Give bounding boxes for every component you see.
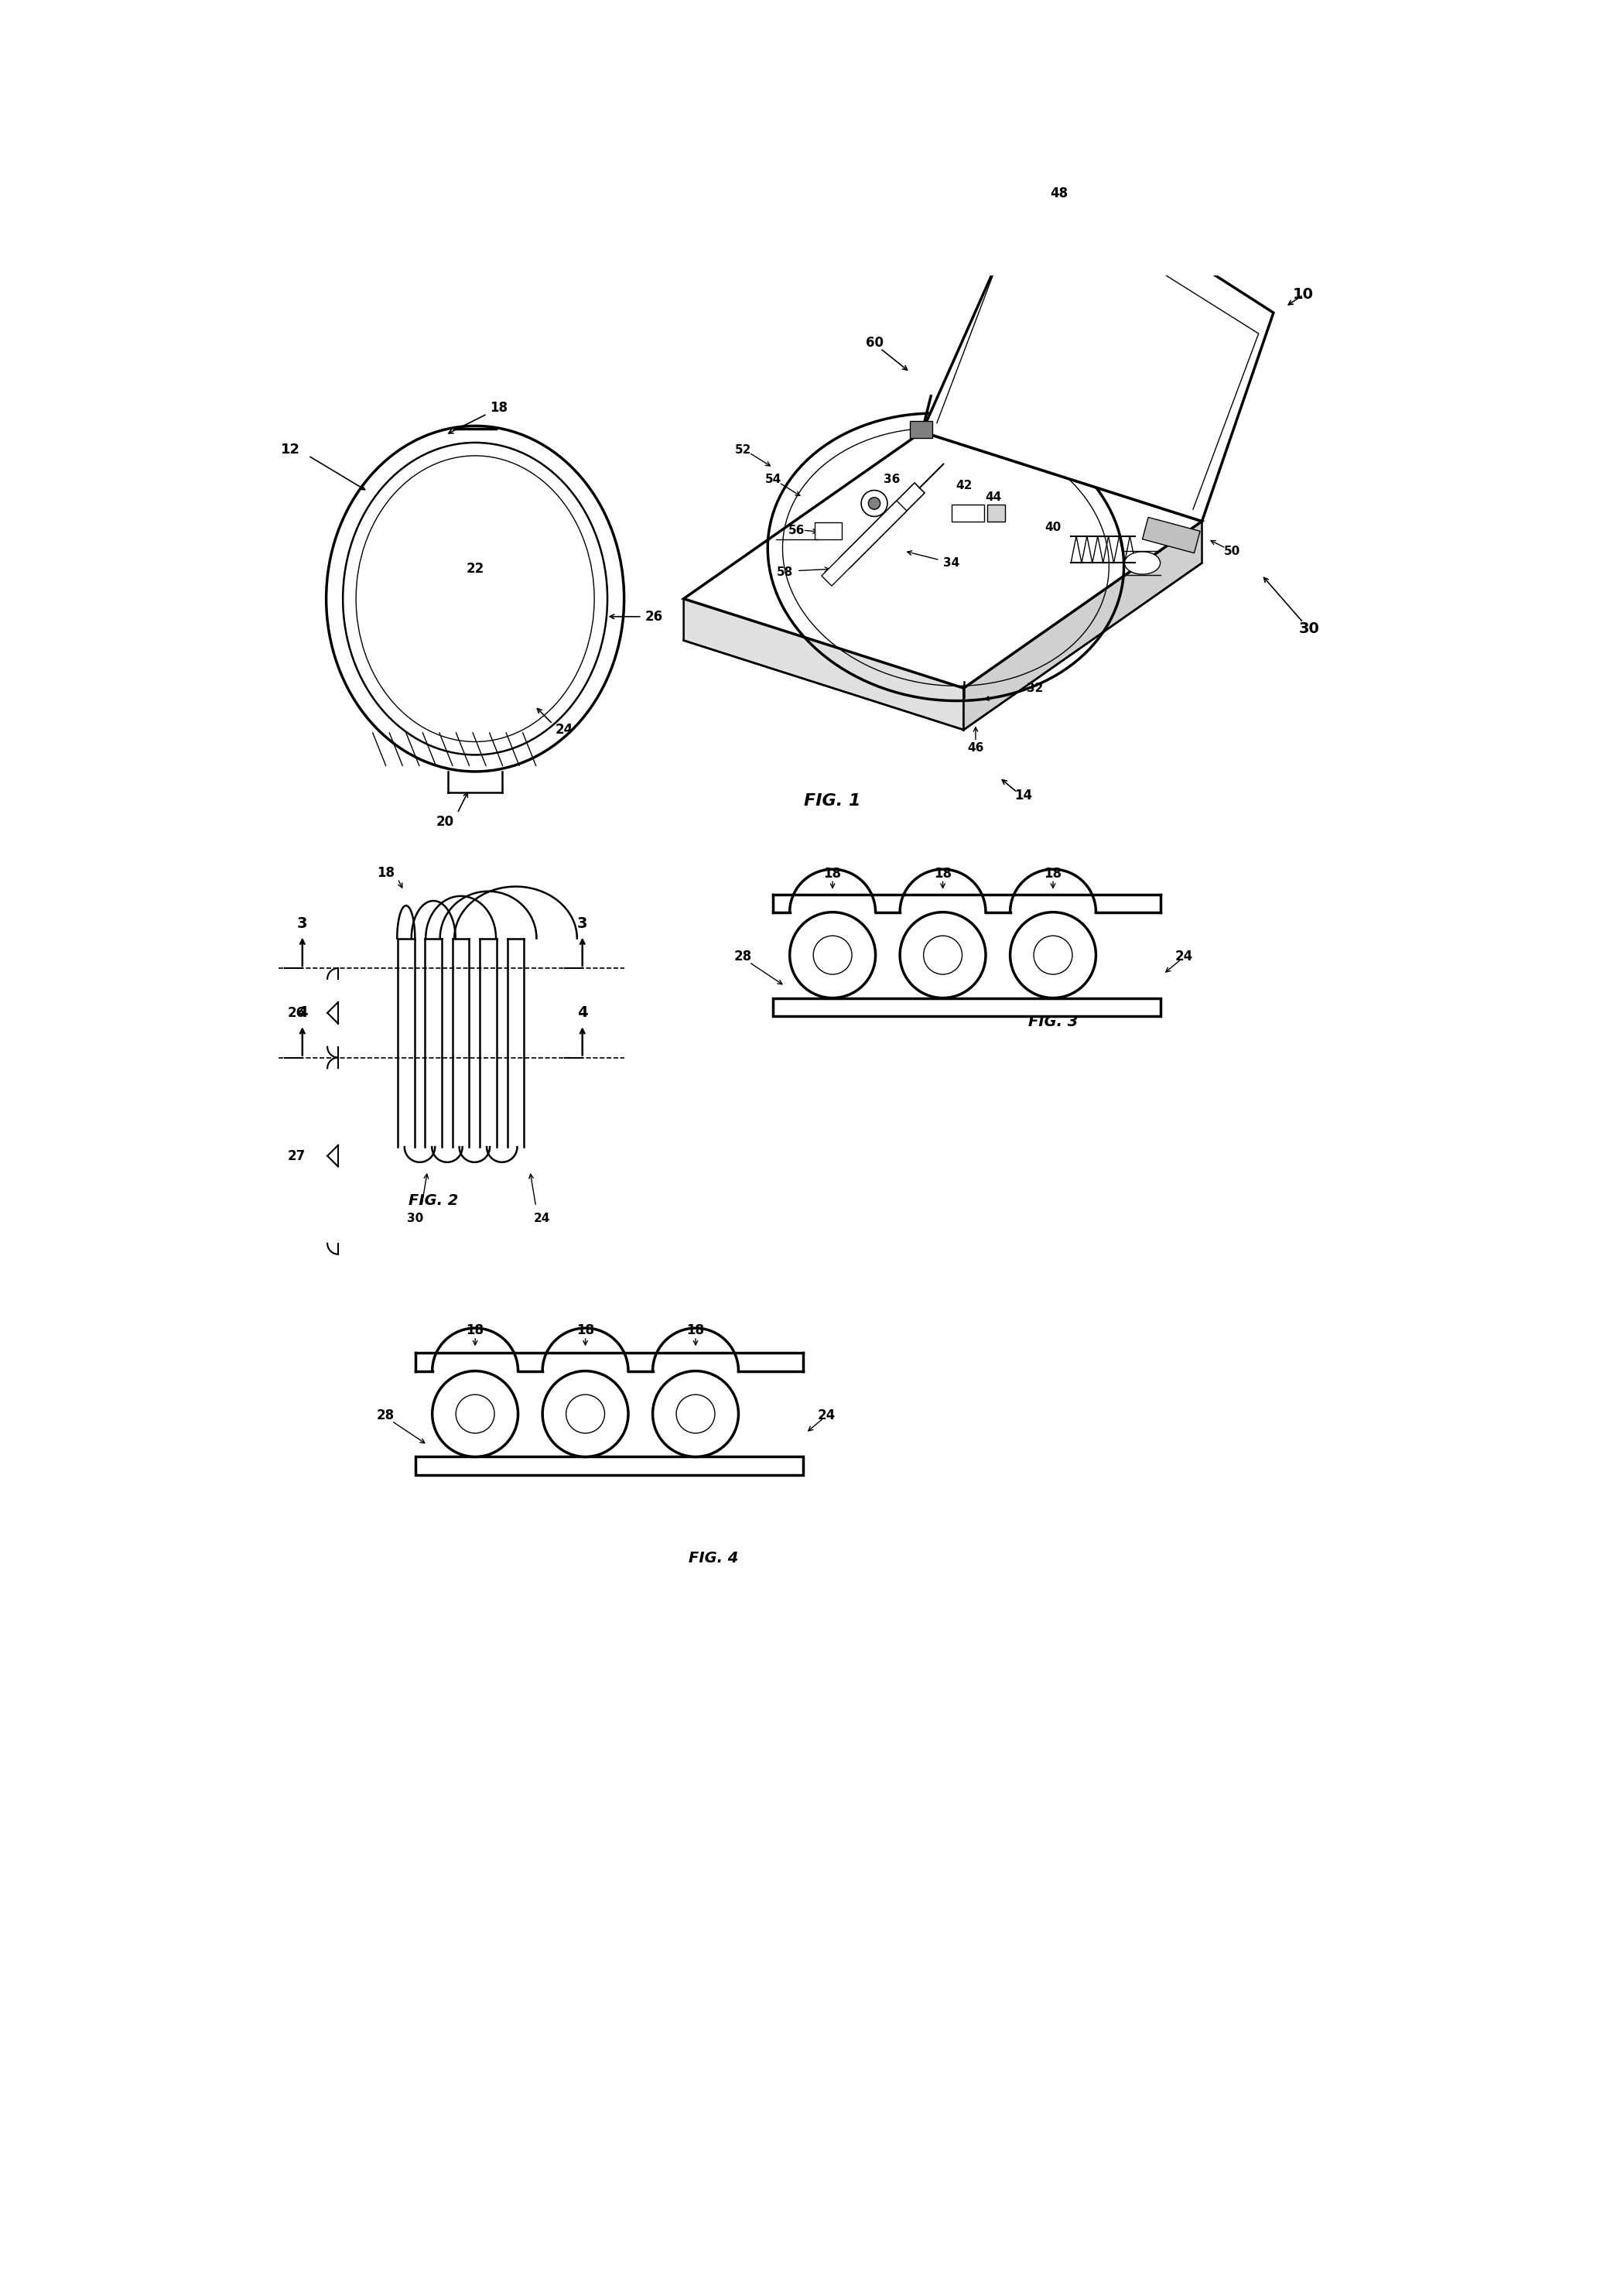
Text: 34: 34: [944, 557, 960, 569]
Text: 10: 10: [1293, 287, 1314, 303]
Text: 54: 54: [765, 475, 781, 486]
Text: 4: 4: [297, 1007, 307, 1020]
Text: 56: 56: [789, 525, 806, 537]
Circle shape: [1034, 936, 1072, 975]
Text: 18: 18: [577, 1323, 594, 1337]
Text: FIG. 4: FIG. 4: [689, 1550, 739, 1566]
Circle shape: [869, 498, 880, 509]
Text: 30: 30: [1299, 621, 1320, 635]
Polygon shape: [840, 484, 924, 569]
Text: 3: 3: [577, 917, 588, 931]
Text: 14: 14: [1015, 789, 1033, 803]
Ellipse shape: [1124, 553, 1160, 573]
Circle shape: [653, 1371, 739, 1456]
Text: 18: 18: [934, 867, 952, 881]
Text: 60: 60: [866, 335, 883, 349]
Circle shape: [924, 936, 961, 975]
Text: 3: 3: [297, 917, 307, 931]
Text: 18: 18: [490, 401, 508, 415]
Text: 18: 18: [687, 1323, 705, 1337]
Text: 32: 32: [1026, 683, 1044, 695]
Text: 18: 18: [466, 1323, 484, 1337]
Text: 4: 4: [577, 1007, 588, 1020]
Text: 58: 58: [776, 566, 793, 578]
Bar: [416, 1456, 802, 1474]
Circle shape: [900, 913, 986, 997]
Bar: [987, 504, 1005, 521]
Text: 12: 12: [281, 443, 300, 456]
Ellipse shape: [356, 456, 594, 741]
Text: 50: 50: [1223, 546, 1241, 557]
Circle shape: [456, 1394, 494, 1433]
Text: 26: 26: [287, 1007, 305, 1020]
Polygon shape: [684, 598, 963, 729]
Text: FIG. 3: FIG. 3: [1028, 1014, 1078, 1030]
Bar: [773, 997, 1160, 1016]
Text: 46: 46: [968, 743, 984, 754]
Text: 22: 22: [466, 562, 484, 576]
Polygon shape: [963, 521, 1202, 729]
Text: 24: 24: [534, 1213, 551, 1224]
Text: FIG. 1: FIG. 1: [804, 793, 861, 809]
Text: 48: 48: [1051, 186, 1069, 199]
Circle shape: [814, 936, 853, 975]
Circle shape: [1010, 913, 1096, 997]
Polygon shape: [922, 163, 1273, 521]
Circle shape: [542, 1371, 628, 1456]
Text: 27: 27: [287, 1149, 305, 1163]
Ellipse shape: [343, 443, 607, 754]
Text: 36: 36: [883, 475, 900, 486]
Bar: [909, 422, 932, 438]
Text: 24: 24: [555, 722, 573, 736]
Text: 18: 18: [1044, 867, 1062, 881]
Polygon shape: [684, 431, 1202, 688]
Text: 24: 24: [1176, 949, 1194, 963]
Circle shape: [676, 1394, 715, 1433]
Text: 30: 30: [408, 1213, 424, 1224]
Circle shape: [861, 491, 887, 516]
Text: 24: 24: [817, 1408, 836, 1422]
Polygon shape: [822, 500, 906, 587]
Text: 18: 18: [823, 867, 841, 881]
Text: 44: 44: [986, 491, 1002, 502]
Text: 28: 28: [734, 949, 752, 963]
Text: 52: 52: [736, 445, 752, 456]
Text: 20: 20: [437, 816, 455, 830]
Circle shape: [789, 913, 875, 997]
Text: 18: 18: [377, 867, 395, 881]
Bar: [952, 504, 984, 521]
Text: 42: 42: [955, 479, 971, 491]
Bar: [815, 523, 841, 539]
Circle shape: [432, 1371, 518, 1456]
Text: 28: 28: [377, 1408, 395, 1422]
Text: FIG. 2: FIG. 2: [409, 1192, 458, 1208]
Bar: [1142, 518, 1200, 553]
Text: 40: 40: [1044, 521, 1060, 532]
Text: 26: 26: [645, 610, 663, 624]
Circle shape: [567, 1394, 604, 1433]
